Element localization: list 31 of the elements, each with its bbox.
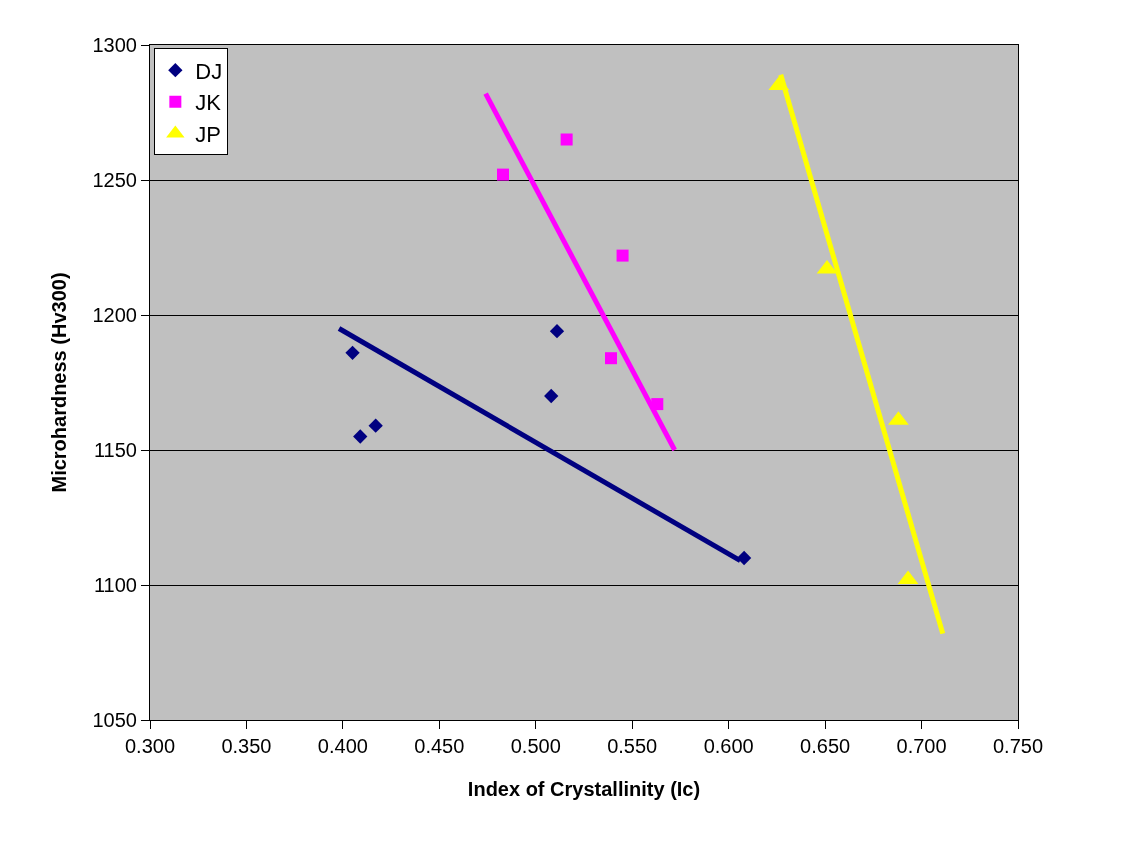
legend-label: DJ [195, 58, 223, 84]
x-tick-label: 0.750 [992, 735, 1044, 757]
x-axis-title: Index of Crystallinity (Ic) [467, 777, 701, 800]
legend-label: JK [195, 90, 222, 116]
point [368, 418, 383, 433]
x-tick-label: 0.650 [800, 735, 851, 757]
y-tick-label: 1100 [93, 574, 137, 596]
point [544, 388, 559, 404]
x-tick-label: 0.500 [510, 735, 561, 757]
point [496, 168, 509, 181]
legend-label: JP [195, 121, 222, 147]
x-tick-label: 0.300 [124, 735, 176, 757]
y-axis-title: Microhardness (Hv300) [48, 272, 70, 493]
y-tick-label: 1150 [93, 439, 137, 461]
x-tick-label: 0.450 [414, 735, 465, 757]
y-tick-label: 1200 [92, 304, 137, 326]
x-tick-label: 0.550 [607, 735, 658, 757]
x-tick-label: 0.700 [896, 735, 947, 757]
x-tick-label: 0.600 [703, 735, 754, 757]
x-tick-label: 0.400 [317, 735, 368, 757]
point [736, 550, 752, 566]
y-tick-label: 1050 [92, 709, 137, 731]
point [616, 249, 629, 262]
point [345, 345, 360, 360]
y-tick-label: 1300 [92, 34, 137, 56]
point [353, 429, 368, 444]
x-tick-label: 0.350 [221, 735, 272, 757]
point [560, 133, 573, 146]
point [549, 324, 565, 339]
y-tick-label: 1250 [92, 169, 137, 191]
point [605, 352, 617, 365]
